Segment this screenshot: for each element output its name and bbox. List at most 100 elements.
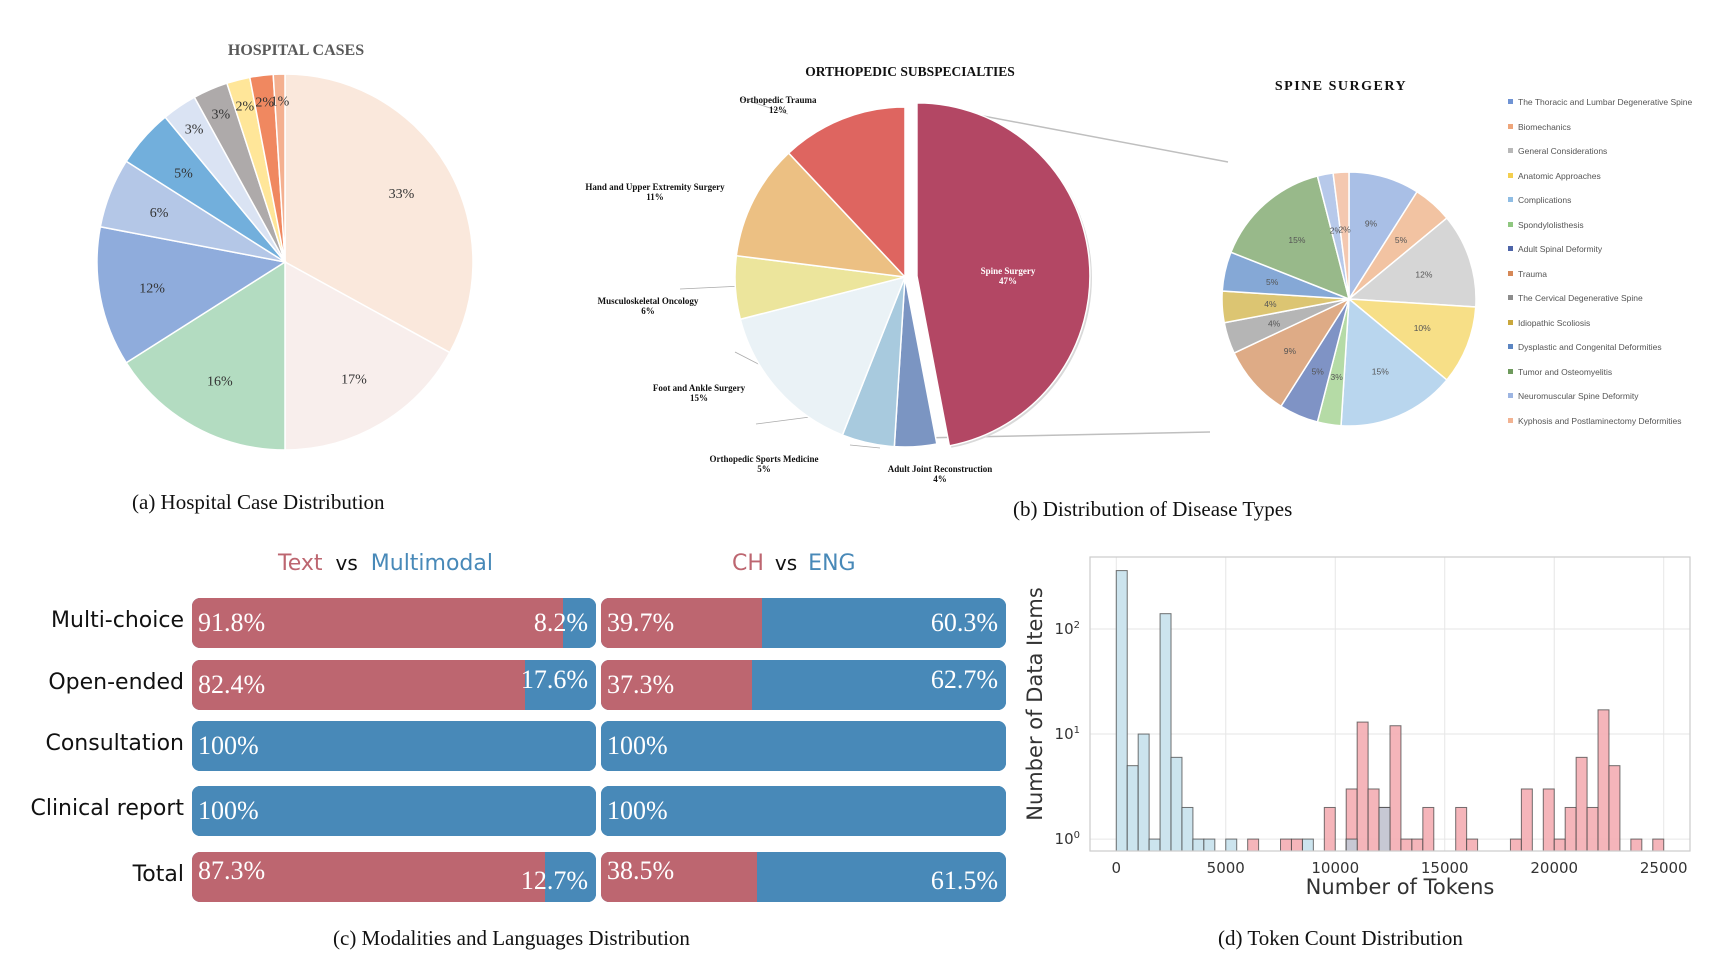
legend-label: Neuromuscular Spine Deformity	[1518, 391, 1639, 401]
legend-swatch	[1508, 393, 1513, 398]
hist-xlabel: Number of Tokens	[1306, 875, 1495, 899]
y-tick-label: 101	[1055, 725, 1080, 743]
modality-bar	[192, 660, 596, 710]
pie-slice-label: 2%	[1338, 224, 1351, 234]
row-label: Total	[132, 862, 184, 887]
legend-label: Tumor and Osteomyelitis	[1518, 367, 1613, 377]
pie-slice-pct: 4%	[933, 474, 947, 484]
pie-slice-label: Spine Surgery	[981, 266, 1036, 276]
modality-segment-b	[192, 721, 596, 771]
histogram-bar-blue	[1225, 838, 1238, 852]
histogram-bar-pink	[1367, 788, 1380, 852]
legend-item: Biomechanics	[1508, 122, 1698, 132]
header-multimodal: Multimodal	[370, 551, 493, 576]
legend-swatch	[1508, 99, 1513, 104]
x-tick-label: 10000	[1311, 859, 1359, 877]
pie-slice	[787, 106, 906, 279]
pie-slice-label: 3%	[1331, 372, 1344, 382]
x-tick-label: 25000	[1640, 859, 1688, 877]
legend-item: Trauma	[1508, 269, 1698, 279]
histogram-bar-pink	[1356, 721, 1369, 852]
histogram-bar-pink	[1455, 806, 1468, 852]
pie-slice-label: 3%	[185, 122, 204, 137]
language-bar	[601, 786, 1006, 836]
pie-slice-pct: 15%	[690, 393, 708, 403]
histogram-bar-blue	[1159, 613, 1172, 852]
pie-slice-label: 9%	[1365, 218, 1378, 228]
pie-slice-label: 12%	[1415, 270, 1432, 280]
x-tick-label: 20000	[1530, 859, 1578, 877]
legend-swatch	[1508, 295, 1513, 300]
legend-swatch	[1508, 418, 1513, 423]
pie-slice-label: Hand and Upper Extremity Surgery	[585, 182, 725, 192]
pie-slice-label: 16%	[207, 375, 233, 390]
histogram-bar-pink	[1466, 838, 1479, 852]
legend-swatch	[1508, 246, 1513, 251]
language-value-b: 100%	[607, 796, 668, 825]
histogram-bar-blue	[1126, 765, 1139, 852]
histogram-bar-pink	[1575, 756, 1588, 852]
pie-slice	[1346, 298, 1477, 382]
orthopedic-title: ORTHOPEDIC SUBSPECIALTIES	[805, 64, 1014, 79]
modality-value-b: 17.6%	[520, 665, 588, 694]
modality-segment-a	[192, 660, 525, 710]
histogram-bar-blue	[1192, 838, 1205, 852]
header-text-vs-multimodal: Text vs Multimodal	[278, 551, 493, 576]
histogram-bar-pink	[1520, 788, 1533, 852]
pie-slice-pct: 47%	[999, 276, 1017, 286]
legend-label: Anatomic Approaches	[1518, 171, 1601, 181]
legend-item: Neuromuscular Spine Deformity	[1508, 391, 1698, 401]
modality-bar	[192, 852, 596, 902]
legend-swatch	[1508, 344, 1513, 349]
pie-slice-pct: 11%	[646, 192, 664, 202]
pie-slice-label: Musculoskeletal Oncology	[598, 296, 699, 306]
modality-value-a: 87.3%	[198, 856, 266, 885]
legend-item: Anatomic Approaches	[1508, 171, 1698, 181]
pie-slice	[1347, 216, 1477, 308]
legend-item: Dysplastic and Congenital Deformities	[1508, 342, 1698, 352]
token-count-histogram: 0 5000 10000 15000 20000 25000 100 101 102 Numbe…	[1023, 556, 1691, 899]
histogram-bar-blue	[1301, 838, 1314, 852]
legend-label: Trauma	[1518, 269, 1547, 279]
histogram-bar-pink	[1597, 709, 1610, 852]
leader-line	[679, 285, 744, 290]
pie-slice	[125, 260, 286, 451]
histogram-bar-pink	[1411, 838, 1424, 852]
hospital-cases-title: HOSPITAL CASES	[228, 42, 364, 59]
x-tick-label: 15000	[1421, 859, 1469, 877]
legend-swatch	[1508, 197, 1513, 202]
language-value-a: 39.7%	[607, 608, 675, 637]
caption-d: (d) Token Count Distribution	[1218, 926, 1463, 950]
language-bar	[601, 721, 1006, 771]
histogram-bar-blue	[1170, 756, 1183, 852]
language-segment-b	[601, 786, 1006, 836]
histogram-bar-pink	[1630, 838, 1643, 852]
language-value-b: 62.7%	[930, 665, 998, 694]
caption-b: (b) Distribution of Disease Types	[1013, 497, 1293, 521]
histogram-bar-blue	[1115, 570, 1128, 852]
leader-line	[739, 97, 789, 115]
histogram-bar-pink	[1652, 838, 1665, 852]
header-vs: vs	[335, 551, 358, 575]
legend-label: General Considerations	[1518, 146, 1608, 156]
hist-ylabel: Number of Data Items	[1023, 587, 1047, 821]
language-segment-a	[601, 598, 762, 648]
language-value-b: 60.3%	[930, 608, 998, 637]
histogram-bar-pink	[1608, 765, 1621, 852]
x-tick-label: 5000	[1207, 859, 1245, 877]
histogram-bar-pink	[1280, 838, 1292, 852]
modality-value-b: 8.2%	[533, 608, 588, 637]
pie-slice	[1340, 297, 1448, 427]
pie-slice-label: 5%	[174, 166, 193, 181]
legend-label: Adult Spinal Deformity	[1518, 244, 1603, 254]
legend-item: Spondylolisthesis	[1508, 220, 1698, 230]
pie-slice	[735, 152, 907, 279]
y-tick-label: 100	[1055, 830, 1080, 848]
caption-a: (a) Hospital Case Distribution	[132, 490, 385, 514]
spine-title: SPINE SURGERY	[1275, 79, 1407, 94]
legend-item: General Considerations	[1508, 146, 1698, 156]
histogram-bar-blue	[1181, 806, 1194, 852]
language-segment-b	[756, 852, 1006, 902]
pie-slice-label: 4%	[1264, 299, 1277, 309]
pie-slice-pct: 12%	[769, 105, 787, 115]
